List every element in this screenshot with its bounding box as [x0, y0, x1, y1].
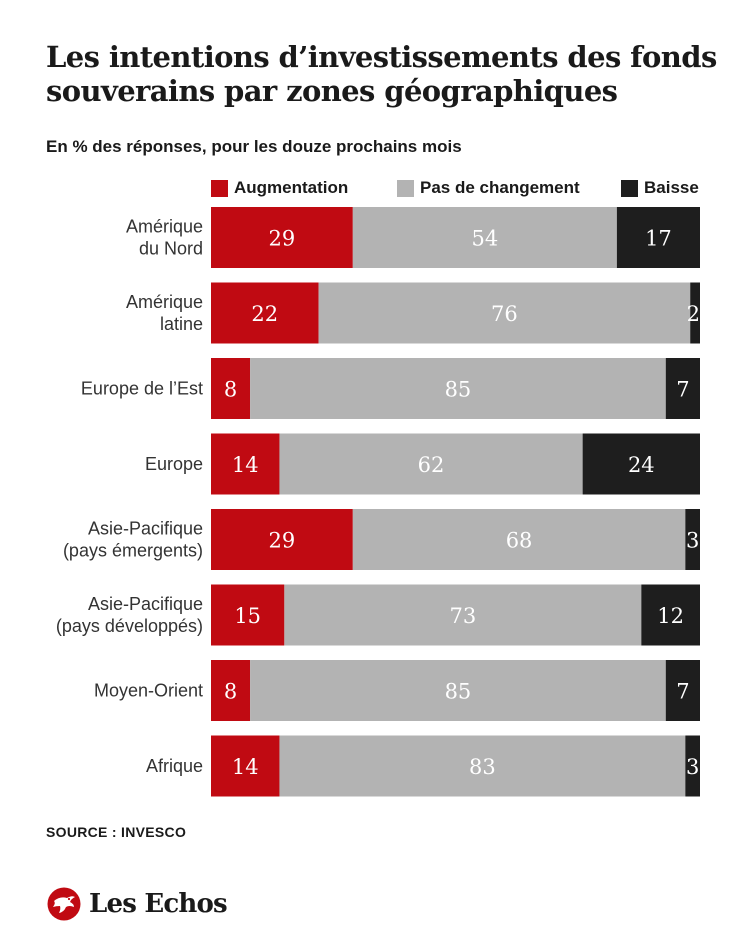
legend-swatch-pas-de-changement [397, 179, 414, 197]
category-label-moyen-orient: Moyen-Orient [94, 681, 203, 701]
bar-amerique-latine-augmentation [211, 282, 319, 344]
data-label-asie-pacifique-pays-developpes-augmentation: 15 [234, 604, 261, 628]
brand-name: Les Echos [89, 889, 228, 919]
bar-amerique-du-nord-pas-de-changement [352, 207, 617, 268]
bar-asie-pacifique-pays-emergents-baisse [685, 509, 700, 570]
legend-label-augmentation: Augmentation [234, 178, 349, 197]
data-label-europe-augmentation: 14 [232, 453, 259, 477]
data-label-afrique-baisse: 3 [686, 755, 699, 779]
data-label-europe-baisse: 24 [628, 453, 655, 477]
bar-amerique-du-nord-baisse [616, 207, 700, 268]
legend-label-pas-de-changement: Pas de changement [420, 178, 580, 197]
bar-afrique-augmentation [211, 735, 280, 797]
legend-item-pas-de-changement: Pas de changement [397, 178, 580, 198]
data-label-asie-pacifique-pays-developpes-baisse: 12 [657, 604, 684, 628]
category-label-europe-de-l-est: Europe de l’Est [81, 379, 203, 399]
bar-asie-pacifique-pays-emergents-pas-de-changement [352, 509, 686, 570]
chart-subtitle: En % des réponses, pour les douze procha… [46, 137, 462, 156]
les-echos-logo-icon [47, 887, 81, 921]
legend-swatch-baisse [621, 179, 638, 197]
category-label-amerique-latine: Amérique latine [126, 292, 203, 334]
bar-amerique-du-nord-augmentation [211, 207, 353, 268]
legend-swatch-augmentation [211, 179, 228, 197]
data-label-asie-pacifique-pays-emergents-augmentation: 29 [269, 529, 296, 553]
bar-moyen-orient-pas-de-changement [250, 660, 666, 721]
data-label-afrique-pas-de-changement: 83 [469, 755, 496, 779]
bar-afrique-baisse [685, 735, 700, 797]
bar-europe-de-l-est-augmentation [211, 358, 251, 419]
data-label-amerique-latine-baisse: 2 [687, 302, 700, 326]
legend: Augmentation Pas de changement Baisse [0, 178, 750, 200]
data-label-europe-de-l-est-pas-de-changement: 85 [445, 378, 472, 402]
data-label-moyen-orient-pas-de-changement: 85 [445, 680, 472, 704]
category-label-afrique: Afrique [146, 756, 203, 776]
bar-europe-baisse [582, 433, 700, 495]
data-label-asie-pacifique-pays-developpes-pas-de-changement: 73 [449, 604, 476, 628]
data-label-europe-de-l-est-baisse: 7 [676, 378, 689, 402]
bar-asie-pacifique-pays-developpes-pas-de-changement [284, 584, 642, 646]
bar-asie-pacifique-pays-emergents-augmentation [211, 509, 353, 570]
data-label-amerique-latine-pas-de-changement: 76 [491, 302, 518, 326]
bar-asie-pacifique-pays-developpes-augmentation [211, 584, 285, 646]
data-label-amerique-latine-augmentation: 22 [251, 302, 278, 326]
data-label-moyen-orient-baisse: 7 [676, 680, 689, 704]
bar-moyen-orient-augmentation [211, 660, 251, 721]
data-label-europe-pas-de-changement: 62 [418, 453, 445, 477]
data-label-asie-pacifique-pays-emergents-pas-de-changement: 68 [506, 529, 533, 553]
data-label-amerique-du-nord-baisse: 17 [645, 227, 672, 251]
legend-item-augmentation: Augmentation [211, 178, 348, 198]
category-label-amerique-du-nord: Amérique du Nord [126, 217, 203, 259]
data-label-amerique-du-nord-pas-de-changement: 54 [471, 227, 498, 251]
data-label-moyen-orient-augmentation: 8 [224, 680, 237, 704]
data-label-europe-de-l-est-augmentation: 8 [224, 378, 237, 402]
legend-label-baisse: Baisse [644, 178, 699, 197]
bar-amerique-latine-baisse [690, 282, 700, 344]
data-label-afrique-augmentation: 14 [232, 755, 259, 779]
bar-europe-de-l-est-pas-de-changement [250, 358, 666, 419]
legend-item-baisse: Baisse [621, 178, 699, 198]
bar-europe-de-l-est-baisse [665, 358, 700, 419]
category-label-asie-pacifique-pays-emergents: Asie-Pacifique (pays émergents) [63, 519, 203, 561]
source-note: SOURCE : INVESCO [46, 824, 187, 840]
category-label-asie-pacifique-pays-developpes: Asie-Pacifique (pays développés) [56, 594, 203, 636]
bar-asie-pacifique-pays-developpes-baisse [641, 584, 700, 646]
bar-amerique-latine-pas-de-changement [318, 282, 691, 344]
category-label-europe: Europe [145, 454, 203, 474]
data-label-asie-pacifique-pays-emergents-baisse: 3 [686, 529, 699, 553]
brand: Les Echos [47, 887, 228, 921]
bar-europe-pas-de-changement [279, 433, 583, 495]
data-label-amerique-du-nord-augmentation: 29 [269, 227, 296, 251]
bar-afrique-pas-de-changement [279, 735, 686, 797]
chart-title: Les intentions d’investissements des fon… [46, 40, 717, 108]
bar-europe-augmentation [211, 433, 280, 495]
bar-moyen-orient-baisse [665, 660, 700, 721]
